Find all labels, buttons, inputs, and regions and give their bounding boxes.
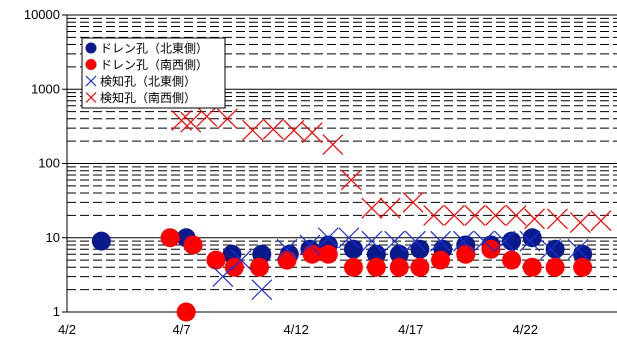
data-point bbox=[389, 244, 409, 264]
data-point bbox=[545, 239, 565, 259]
legend: ドレン孔（北東側）ドレン孔（南西側） 検知孔（北東側）検知孔（南西側） bbox=[81, 37, 226, 109]
data-point bbox=[443, 204, 465, 226]
data-point bbox=[180, 111, 202, 133]
data-point bbox=[540, 238, 561, 260]
data-point bbox=[494, 230, 516, 252]
legend-marker bbox=[85, 75, 97, 87]
data-point bbox=[519, 230, 541, 252]
y-tick-label: 10000 bbox=[24, 7, 60, 22]
x-tick-label: 4/22 bbox=[513, 322, 538, 337]
data-point bbox=[453, 230, 474, 252]
x-tick-label: 4/2 bbox=[58, 322, 76, 337]
data-point bbox=[485, 204, 506, 226]
x-tick-label: 4/12 bbox=[284, 322, 309, 337]
data-point bbox=[277, 250, 297, 270]
legend-label: 検知孔（南西側） bbox=[100, 90, 196, 105]
legend-marker bbox=[85, 59, 97, 70]
data-point bbox=[196, 106, 218, 127]
data-point bbox=[322, 134, 344, 155]
series-4 bbox=[171, 106, 612, 234]
data-point bbox=[343, 257, 363, 277]
data-point bbox=[242, 119, 264, 141]
x-tick-label: 4/17 bbox=[398, 322, 423, 337]
data-point bbox=[545, 257, 565, 277]
data-point bbox=[338, 227, 360, 249]
data-point bbox=[366, 244, 386, 264]
data-point bbox=[546, 208, 568, 230]
y-tick-label: 100 bbox=[38, 156, 60, 171]
data-point bbox=[230, 249, 252, 271]
data-point bbox=[473, 230, 495, 252]
data-point bbox=[384, 230, 406, 252]
y-tick-label: 1000 bbox=[31, 81, 60, 96]
data-point bbox=[481, 239, 501, 259]
data-point bbox=[573, 257, 593, 277]
data-point bbox=[502, 231, 522, 251]
data-point bbox=[590, 210, 612, 232]
data-point bbox=[505, 204, 527, 226]
data-point bbox=[216, 108, 238, 130]
axis-layer: 1 10 100 1000 10000 4/2 4/7 4/12 4/17 4/22 bbox=[24, 7, 538, 337]
data-point bbox=[160, 228, 180, 248]
data-point bbox=[301, 122, 323, 144]
data-point bbox=[276, 238, 298, 260]
data-point bbox=[176, 302, 196, 322]
data-point bbox=[431, 250, 451, 270]
data-point bbox=[302, 244, 322, 264]
data-point bbox=[212, 266, 234, 287]
data-point bbox=[423, 204, 445, 226]
data-point bbox=[171, 110, 193, 131]
data-point bbox=[569, 212, 591, 234]
data-point bbox=[366, 257, 386, 277]
data-point bbox=[317, 227, 339, 249]
data-point bbox=[402, 191, 424, 213]
data-point bbox=[410, 239, 430, 259]
data-point bbox=[318, 244, 338, 264]
data-point bbox=[502, 250, 522, 270]
data-point bbox=[456, 244, 476, 264]
data-point bbox=[343, 239, 363, 259]
legend-box bbox=[81, 37, 226, 109]
data-point bbox=[299, 234, 321, 256]
legend-label: 検知孔（北東側） bbox=[100, 75, 196, 89]
legend-marker bbox=[85, 42, 97, 54]
data-point bbox=[404, 230, 426, 252]
y-tick-label: 10 bbox=[46, 230, 60, 245]
data-point bbox=[250, 257, 269, 277]
data-point bbox=[361, 230, 383, 252]
x-tick-label: 4/7 bbox=[173, 322, 191, 337]
series-layer bbox=[91, 106, 612, 322]
data-point bbox=[283, 119, 305, 141]
data-point bbox=[464, 204, 486, 226]
legend-label: ドレン孔（北東側） bbox=[100, 42, 208, 56]
data-point bbox=[183, 235, 203, 255]
data-point bbox=[567, 238, 589, 260]
legend-marker bbox=[85, 92, 97, 103]
data-point bbox=[206, 250, 226, 270]
series-2 bbox=[160, 228, 593, 322]
data-point bbox=[379, 197, 401, 219]
data-point bbox=[522, 228, 542, 248]
data-point bbox=[389, 257, 409, 277]
series-3 bbox=[212, 227, 589, 301]
data-point bbox=[410, 257, 430, 277]
y-tick-label: 1 bbox=[53, 304, 60, 319]
data-point bbox=[251, 279, 273, 301]
data-point bbox=[340, 169, 362, 191]
legend-label: ドレン孔（南西側） bbox=[100, 57, 208, 72]
data-point bbox=[262, 118, 284, 140]
grid-layer bbox=[67, 14, 617, 313]
data-point bbox=[524, 208, 545, 230]
data-point bbox=[522, 257, 542, 277]
data-point bbox=[361, 197, 383, 219]
data-point bbox=[430, 230, 451, 252]
data-point bbox=[91, 231, 111, 251]
